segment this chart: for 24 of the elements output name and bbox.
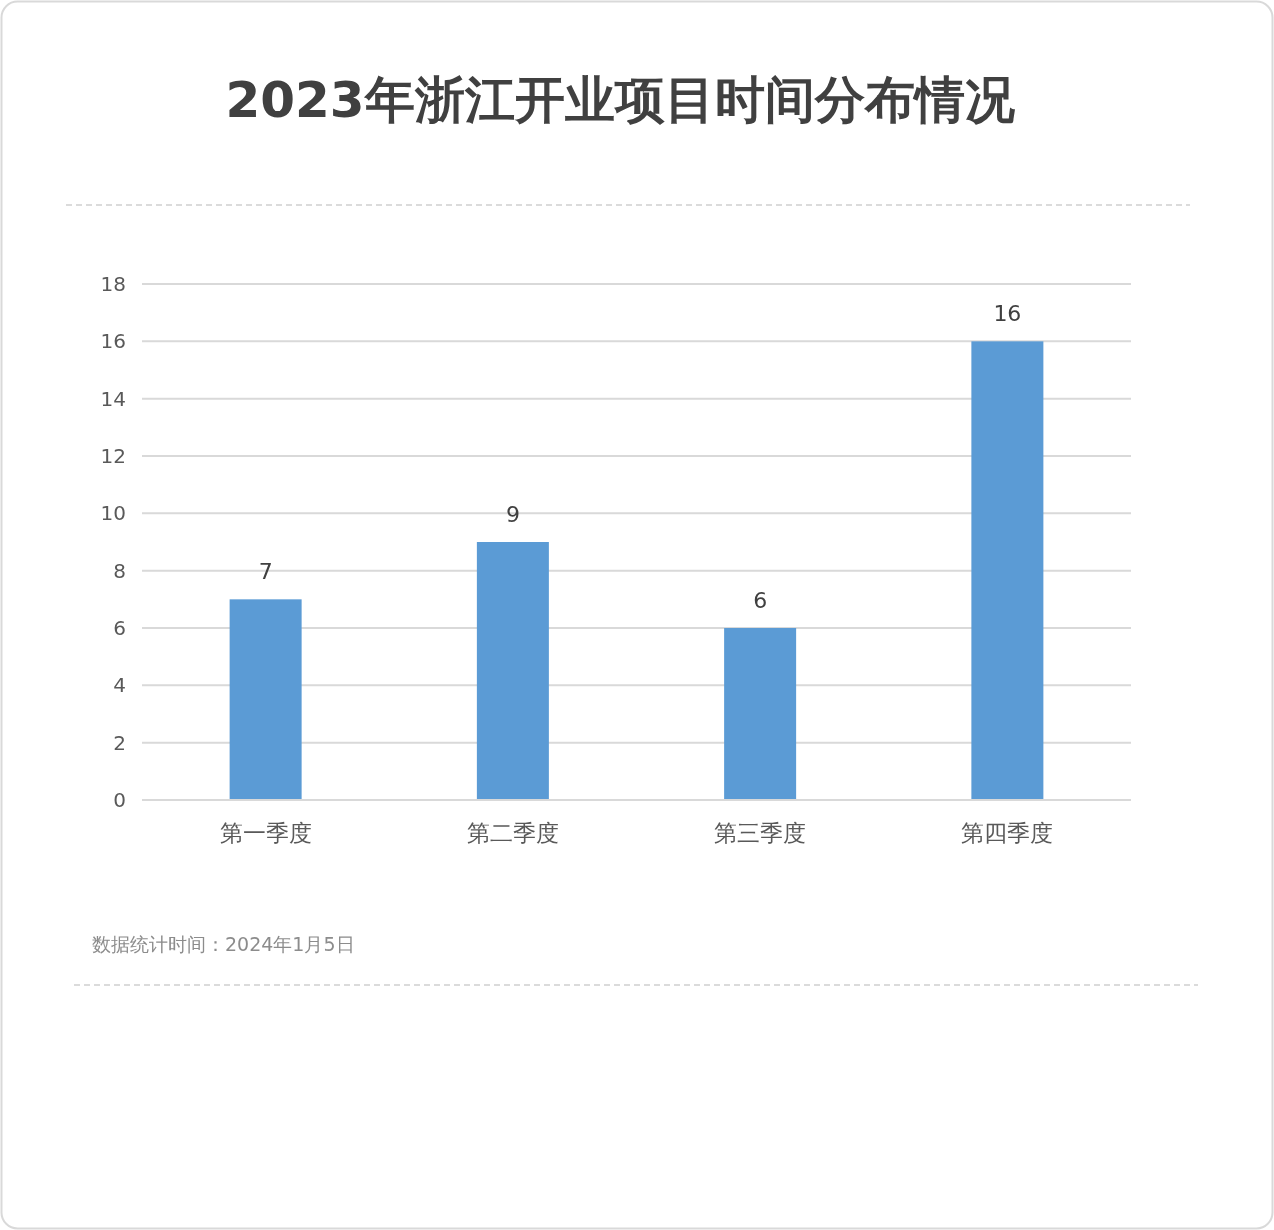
x-tick-label: 第一季度 xyxy=(219,820,312,846)
data-label: 16 xyxy=(993,301,1022,327)
bar xyxy=(476,542,549,800)
bar xyxy=(724,628,797,800)
x-tick-label: 第四季度 xyxy=(961,820,1054,846)
y-tick-label: 16 xyxy=(100,329,126,354)
y-tick-label: 18 xyxy=(100,272,126,296)
bar xyxy=(971,341,1044,800)
y-tick-label: 8 xyxy=(113,558,126,583)
y-tick-label: 4 xyxy=(113,673,126,698)
data-label: 6 xyxy=(753,588,768,613)
y-tick-label: 12 xyxy=(100,444,126,468)
chart-title: 2023年浙江开业项目时间分布情况 xyxy=(225,71,1015,129)
y-tick-label: 6 xyxy=(113,616,126,640)
x-tick-label: 第二季度 xyxy=(466,820,559,846)
data-label: 7 xyxy=(258,559,273,585)
y-tick-label: 2 xyxy=(113,730,126,755)
y-tick-label: 10 xyxy=(100,501,126,526)
y-tick-label: 0 xyxy=(113,788,126,812)
y-tick-label: 14 xyxy=(100,386,126,411)
text: 数据统计时间：2024年1月5日 xyxy=(92,933,355,955)
bar xyxy=(229,599,302,800)
data-label: 9 xyxy=(505,502,520,527)
x-tick-label: 第三季度 xyxy=(714,820,807,846)
